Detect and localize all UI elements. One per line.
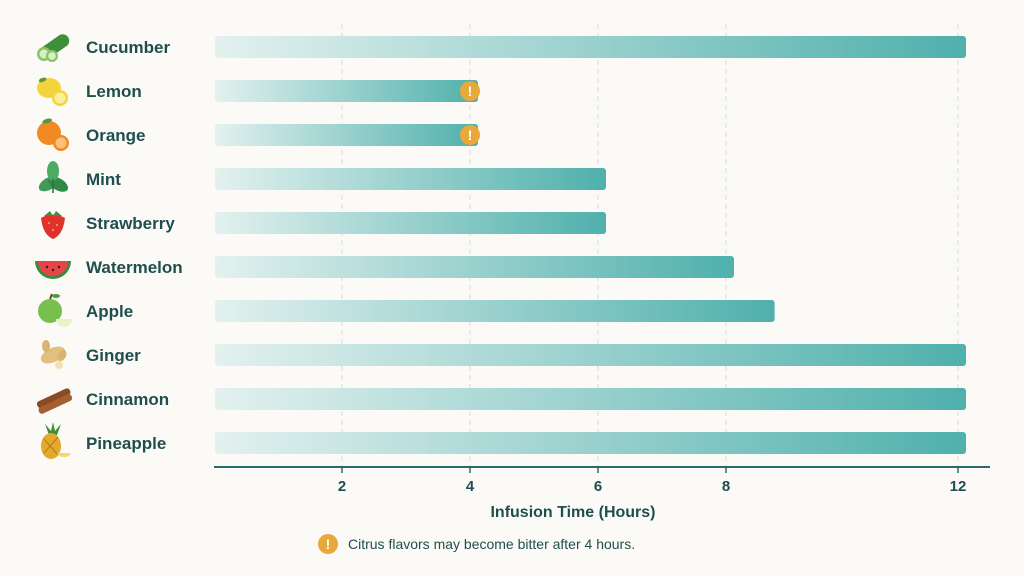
ginger-icon: [40, 340, 67, 369]
cinnamon-icon: [36, 388, 73, 414]
category-label: Strawberry: [86, 214, 175, 233]
warning-icon: [460, 81, 480, 101]
category-label: Cinnamon: [86, 390, 169, 409]
warning-markers: !!: [460, 81, 480, 145]
x-axis-title: Infusion Time (Hours): [490, 504, 655, 521]
bars: [215, 36, 966, 454]
orange-icon: [37, 118, 69, 151]
tick-label: 6: [594, 478, 602, 495]
category-icons: [35, 34, 73, 459]
warning-icon: [318, 534, 338, 554]
bar: [215, 212, 606, 234]
tick-label: 8: [722, 478, 730, 495]
category-labels: Cucumber Lemon Orange Mint Strawberry Waterme…: [86, 38, 183, 453]
bar: [215, 80, 478, 102]
category-label: Mint: [86, 170, 121, 189]
category-label: Apple: [86, 302, 133, 321]
warning-icon-mark: !: [468, 127, 473, 143]
apple-icon: [38, 293, 72, 327]
bar: [215, 168, 606, 190]
x-axis: 2 4 6 8 12: [214, 466, 990, 495]
category-label: Ginger: [86, 346, 141, 365]
pineapple-icon: [41, 422, 71, 459]
warning-icon: [460, 125, 480, 145]
cucumber-icon: [37, 34, 70, 62]
mint-icon: [38, 161, 69, 193]
warning-icon-mark: !: [326, 536, 331, 552]
category-label: Pineapple: [86, 434, 166, 453]
bar: [215, 36, 966, 58]
bar: [215, 344, 966, 366]
lemon-icon: [37, 77, 68, 106]
footnote: ! Citrus flavors may become bitter after…: [318, 534, 635, 554]
bar: [215, 124, 478, 146]
tick-label: 12: [950, 478, 967, 495]
bar: [215, 300, 775, 322]
warning-icon-mark: !: [468, 83, 473, 99]
category-label: Lemon: [86, 82, 142, 101]
bar: [215, 256, 734, 278]
footnote-text: Citrus flavors may become bitter after 4…: [348, 536, 635, 552]
tick-label: 4: [466, 478, 475, 495]
bar: [215, 388, 966, 410]
category-label: Orange: [86, 126, 146, 145]
category-label: Cucumber: [86, 38, 170, 57]
bar: [215, 432, 966, 454]
watermelon-icon: [35, 261, 71, 279]
category-label: Watermelon: [86, 258, 183, 277]
tick-label: 2: [338, 478, 346, 495]
strawberry-icon: [41, 211, 65, 239]
